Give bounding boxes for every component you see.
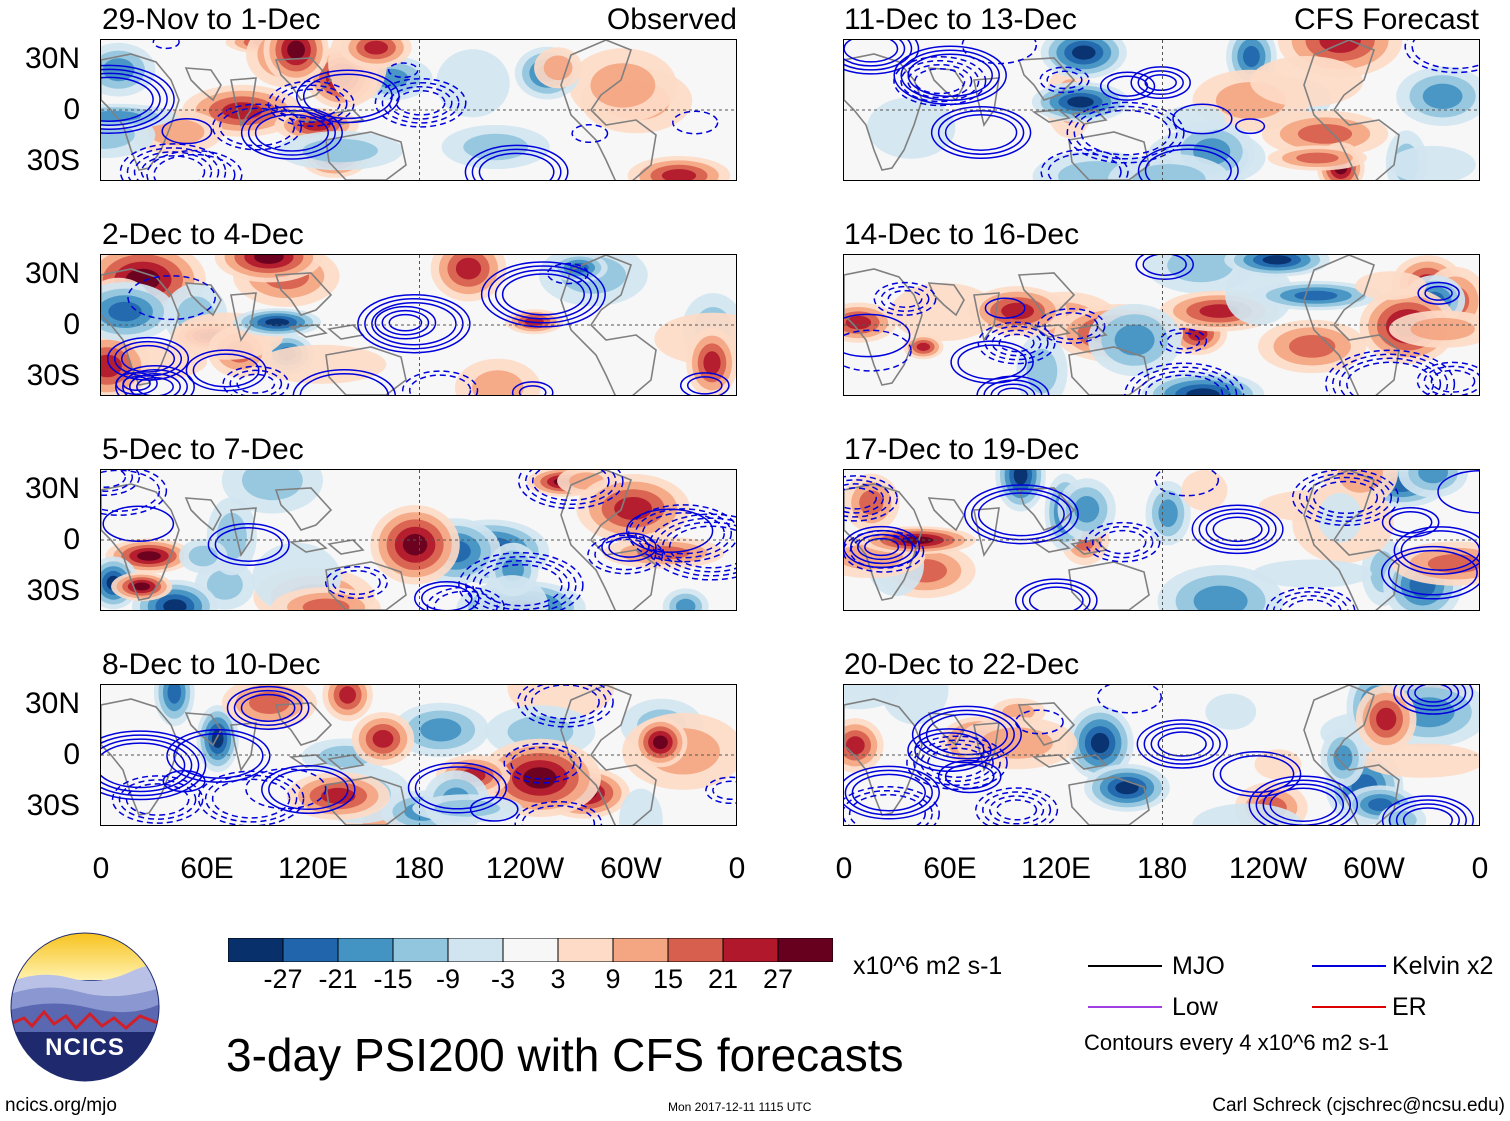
x-tick-label: 0: [835, 852, 853, 885]
colorbar-swatch: [502, 937, 559, 963]
colorbar-swatch: [392, 937, 449, 963]
colorbar: [227, 937, 834, 963]
colorbar-level-label: -21: [318, 964, 358, 994]
map-panel-right-3: [843, 469, 1480, 611]
colorbar-level-label: -3: [490, 964, 515, 994]
y-tick-label: 0: [63, 93, 80, 126]
x-tick-label: 120W: [485, 852, 565, 885]
colorbar-level-label: 15: [652, 964, 684, 994]
x-tick-label: 0: [92, 852, 110, 885]
y-tick-label: 30S: [26, 574, 80, 607]
footer-url[interactable]: ncics.org/mjo: [5, 1095, 117, 1116]
colorbar-swatch: [777, 937, 834, 963]
legend-line-kelvin: [1312, 965, 1386, 967]
panel-title-right-4: 20-Dec to 22-Dec: [844, 648, 1080, 681]
map-panel-right-1: [843, 39, 1480, 181]
observed-label: Observed: [606, 3, 737, 36]
map-panel-left-3: [100, 469, 737, 611]
colorbar-level-label: 21: [707, 964, 739, 994]
x-tick-label: 60E: [180, 852, 234, 885]
colorbar-swatch: [227, 937, 284, 963]
ncics-logo: NCICS: [10, 932, 160, 1082]
y-tick-label: 30N: [24, 257, 80, 290]
colorbar-swatch: [557, 937, 614, 963]
colorbar-swatch: [612, 937, 669, 963]
y-tick-label: 30S: [26, 144, 80, 177]
panel-title-left-2: 2-Dec to 4-Dec: [102, 218, 304, 251]
panel-title-right-2: 14-Dec to 16-Dec: [844, 218, 1080, 251]
panel-title-left-1: 29-Nov to 1-Dec: [102, 3, 321, 36]
colorbar-level-label: 3: [550, 964, 566, 994]
y-tick-label: 0: [63, 308, 80, 341]
colorbar-swatch: [337, 937, 394, 963]
map-panel-left-2: [100, 254, 737, 396]
y-tick-label: 30S: [26, 789, 80, 822]
map-panel-right-2: [843, 254, 1480, 396]
legend-line-low: [1088, 1006, 1162, 1008]
panel-title-left-3: 5-Dec to 7-Dec: [102, 433, 304, 466]
x-tick-label: 120W: [1228, 852, 1308, 885]
logo-text: NCICS: [45, 1034, 125, 1061]
y-tick-label: 30N: [24, 472, 80, 505]
y-tick-label: 30N: [24, 42, 80, 75]
footer-timestamp: Mon 2017-12-11 1115 UTC: [668, 1100, 812, 1114]
ncics-logo-icon: [10, 932, 160, 1082]
colorbar-swatch: [447, 937, 504, 963]
footer-author: Carl Schreck (cjschrec@ncsu.edu): [1212, 1095, 1505, 1116]
colorbar-units: x10^6 m2 s-1: [853, 952, 1003, 980]
contour-note: Contours every 4 x10^6 m2 s-1: [1084, 1030, 1390, 1055]
panel-title-left-4: 8-Dec to 10-Dec: [102, 648, 321, 681]
panel-title-right-3: 17-Dec to 19-Dec: [844, 433, 1080, 466]
colorbar-level-label: -9: [435, 964, 460, 994]
colorbar-level-label: -27: [263, 964, 303, 994]
x-tick-label: 120E: [1020, 852, 1092, 885]
colorbar-level-label: 9: [605, 964, 621, 994]
colorbar-swatch: [667, 937, 724, 963]
colorbar-level-label: 27: [762, 964, 794, 994]
colorbar-swatch: [722, 937, 779, 963]
y-tick-label: 30N: [24, 687, 80, 720]
colorbar-level-label: -15: [373, 964, 413, 994]
x-tick-label: 180: [1136, 852, 1188, 885]
legend-label-mjo: MJO: [1172, 952, 1225, 980]
panel-title-right-1: 11-Dec to 13-Dec: [844, 3, 1077, 36]
legend-label-er: ER: [1392, 993, 1427, 1021]
legend-line-mjo: [1088, 965, 1162, 967]
cfs-forecast-label: CFS Forecast: [1293, 3, 1479, 36]
map-panel-left-1: [100, 39, 737, 181]
legend-line-er: [1312, 1006, 1386, 1008]
legend-label-kelvin: Kelvin x2: [1392, 952, 1494, 980]
x-tick-label: 120E: [277, 852, 349, 885]
x-tick-label: 60E: [923, 852, 977, 885]
x-tick-label: 0: [728, 852, 746, 885]
x-tick-label: 60W: [1343, 852, 1405, 885]
legend-label-low: Low: [1172, 993, 1218, 1021]
main-title: 3-day PSI200 with CFS forecasts: [226, 1029, 904, 1081]
map-panel-left-4: [100, 684, 737, 826]
y-tick-label: 0: [63, 738, 80, 771]
x-tick-label: 180: [393, 852, 445, 885]
map-panel-right-4: [843, 684, 1480, 826]
x-tick-label: 0: [1471, 852, 1489, 885]
x-tick-label: 60W: [600, 852, 662, 885]
y-tick-label: 30S: [26, 359, 80, 392]
colorbar-swatch: [282, 937, 339, 963]
y-tick-label: 0: [63, 523, 80, 556]
